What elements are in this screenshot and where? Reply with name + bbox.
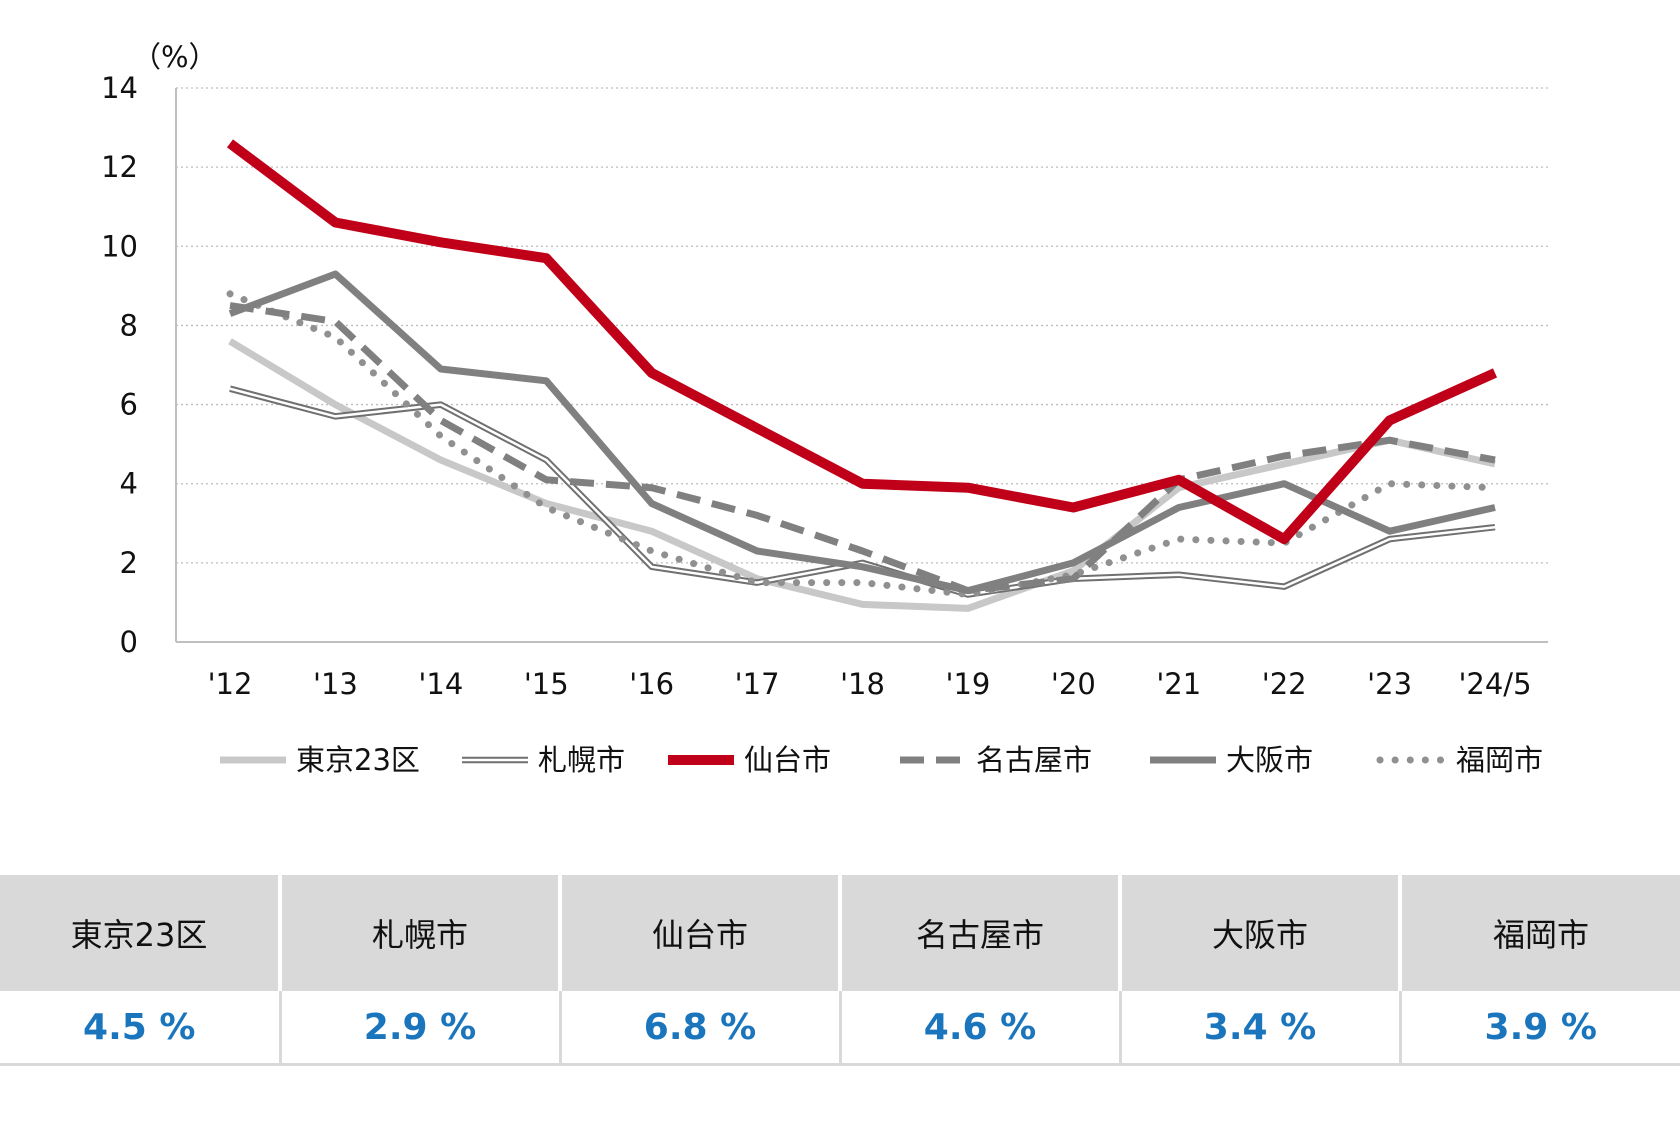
legend-label: 東京23区: [296, 743, 420, 777]
x-tick-label: '14: [418, 667, 463, 701]
summary-table: 東京23区 札幌市 仙台市 名古屋市 大阪市 福岡市 4.5 % 2.9 % 6…: [0, 875, 1680, 1066]
summary-city-name: 仙台市: [558, 875, 842, 991]
x-tick-label: '19: [945, 667, 990, 701]
summary-header-row: 東京23区 札幌市 仙台市 名古屋市 大阪市 福岡市: [0, 875, 1680, 991]
summary-city-value: 2.9 %: [278, 991, 562, 1066]
x-tick-label: '22: [1262, 667, 1307, 701]
y-tick-label: 12: [101, 150, 138, 184]
summary-city-value: 4.6 %: [838, 991, 1122, 1066]
summary-city-name: 札幌市: [278, 875, 562, 991]
legend-label: 名古屋市: [976, 743, 1092, 777]
summary-city-value: 3.4 %: [1118, 991, 1402, 1066]
x-tick-label: '16: [629, 667, 674, 701]
y-tick-label: 8: [120, 308, 138, 342]
y-tick-label: 4: [120, 467, 138, 501]
x-tick-label: '20: [1051, 667, 1096, 701]
line-chart: （%） 0 2 4 6 8 10 12 14 '12 '13 '14 '15 '16 '17 '18 '19 '2…: [101, 40, 1548, 777]
y-tick-label: 0: [120, 625, 138, 659]
series-line: [228, 338, 1496, 612]
summary-city-name: 名古屋市: [838, 875, 1122, 991]
y-tick-label: 2: [120, 546, 138, 580]
series-line: [228, 270, 1496, 595]
summary-city-name: 東京23区: [0, 875, 282, 991]
series-line-inner: [229, 387, 1496, 596]
y-axis-unit-label: （%）: [132, 40, 218, 74]
series-line: [226, 139, 1498, 545]
x-tick-label: '13: [313, 667, 358, 701]
summary-city-value: 3.9 %: [1398, 991, 1680, 1066]
summary-value-row: 4.5 % 2.9 % 6.8 % 4.6 % 3.4 % 3.9 %: [0, 991, 1680, 1066]
x-tick-label: '23: [1367, 667, 1412, 701]
y-tick-label: 14: [101, 71, 138, 105]
summary-city-value: 6.8 %: [558, 991, 842, 1066]
x-tick-label: '15: [524, 667, 569, 701]
summary-city-name: 福岡市: [1398, 875, 1680, 991]
legend-label: 福岡市: [1456, 743, 1543, 777]
y-tick-label: 10: [101, 229, 138, 263]
x-tick-label: '12: [208, 667, 253, 701]
x-tick-label: '17: [735, 667, 780, 701]
y-tick-label: 6: [120, 388, 138, 422]
legend-label: 札幌市: [538, 743, 625, 777]
x-tick-label: '24/5: [1458, 667, 1531, 701]
series-line: [229, 302, 1496, 595]
summary-city-value: 4.5 %: [0, 991, 282, 1066]
legend-label: 大阪市: [1226, 743, 1313, 777]
summary-city-name: 大阪市: [1118, 875, 1402, 991]
chart-area: （%） 0 2 4 6 8 10 12 14 '12 '13 '14 '15 '16 '17 '18 '19 '2…: [101, 40, 1548, 777]
x-tick-label: '18: [840, 667, 885, 701]
x-tick-label: '21: [1156, 667, 1201, 701]
legend-label: 仙台市: [744, 743, 831, 777]
